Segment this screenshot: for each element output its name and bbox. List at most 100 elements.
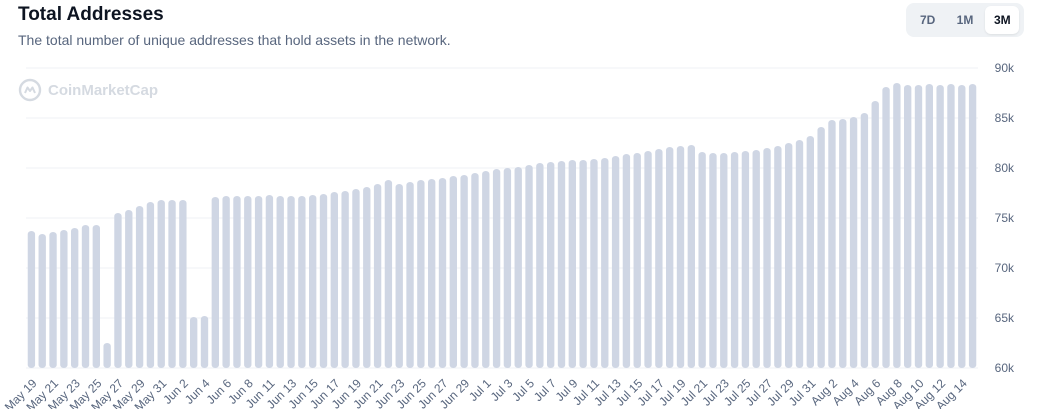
bar[interactable] bbox=[146, 202, 155, 368]
y-tick-label: 90k bbox=[995, 61, 1015, 75]
bar[interactable] bbox=[222, 196, 230, 368]
x-tick-label: Jul 3 bbox=[488, 376, 516, 404]
bar[interactable] bbox=[114, 213, 122, 368]
x-tick-label: Jul 1 bbox=[466, 376, 494, 404]
bar[interactable] bbox=[817, 127, 825, 368]
range-option-3m[interactable]: 3M bbox=[985, 6, 1020, 34]
bar[interactable] bbox=[373, 184, 382, 368]
bar[interactable] bbox=[968, 84, 977, 368]
bar[interactable] bbox=[298, 196, 306, 368]
y-tick-label: 85k bbox=[995, 111, 1015, 125]
time-range-selector: 7D 1M 3M bbox=[906, 3, 1024, 37]
bar[interactable] bbox=[871, 101, 879, 368]
bar[interactable] bbox=[904, 85, 912, 368]
bar[interactable] bbox=[828, 120, 836, 368]
range-option-7d[interactable]: 7D bbox=[919, 13, 936, 27]
bar[interactable] bbox=[633, 153, 641, 368]
bar[interactable] bbox=[254, 196, 263, 368]
bar[interactable] bbox=[914, 85, 923, 368]
bar[interactable] bbox=[525, 165, 533, 368]
bar[interactable] bbox=[590, 159, 598, 368]
bar[interactable] bbox=[190, 317, 198, 368]
bar[interactable] bbox=[666, 147, 674, 368]
bar[interactable] bbox=[547, 162, 555, 368]
bar[interactable] bbox=[958, 85, 966, 368]
bar[interactable] bbox=[503, 168, 512, 368]
bar[interactable] bbox=[319, 194, 328, 368]
bar[interactable] bbox=[395, 184, 403, 368]
y-tick-label: 80k bbox=[995, 161, 1015, 175]
bar[interactable] bbox=[200, 316, 209, 368]
bar[interactable] bbox=[125, 210, 133, 368]
bar[interactable] bbox=[330, 192, 338, 368]
bar[interactable] bbox=[568, 160, 576, 368]
bar[interactable] bbox=[622, 154, 631, 368]
bar[interactable] bbox=[103, 343, 111, 368]
bar[interactable] bbox=[168, 200, 176, 368]
bar[interactable] bbox=[676, 146, 685, 368]
bar[interactable] bbox=[644, 151, 652, 368]
bar[interactable] bbox=[428, 179, 436, 368]
bar[interactable] bbox=[341, 191, 349, 368]
bar[interactable] bbox=[27, 231, 36, 368]
bar[interactable] bbox=[471, 173, 479, 368]
bar[interactable] bbox=[720, 153, 728, 368]
bar[interactable] bbox=[492, 169, 501, 368]
bar[interactable] bbox=[860, 113, 869, 368]
bar[interactable] bbox=[438, 178, 447, 368]
bar[interactable] bbox=[482, 171, 490, 368]
bar[interactable] bbox=[384, 180, 393, 368]
y-tick-label: 70k bbox=[995, 261, 1015, 275]
bar[interactable] bbox=[849, 117, 858, 368]
bar[interactable] bbox=[71, 228, 79, 368]
bar[interactable] bbox=[947, 84, 955, 368]
bar[interactable] bbox=[687, 145, 695, 368]
bar[interactable] bbox=[460, 175, 468, 368]
bar[interactable] bbox=[211, 197, 219, 368]
bar[interactable] bbox=[287, 196, 295, 368]
bar[interactable] bbox=[601, 158, 609, 368]
bar[interactable] bbox=[925, 84, 933, 368]
bar[interactable] bbox=[611, 156, 620, 368]
bar[interactable] bbox=[276, 196, 284, 368]
bar[interactable] bbox=[936, 85, 944, 368]
bar[interactable] bbox=[752, 150, 760, 368]
bar[interactable] bbox=[92, 225, 100, 368]
range-option-1m[interactable]: 1M bbox=[956, 13, 974, 27]
bar[interactable] bbox=[741, 151, 750, 368]
bar[interactable] bbox=[774, 146, 782, 368]
bar[interactable] bbox=[882, 87, 890, 368]
bar[interactable] bbox=[363, 187, 371, 368]
bar[interactable] bbox=[763, 148, 771, 368]
bar[interactable] bbox=[449, 176, 457, 368]
bar[interactable] bbox=[893, 83, 901, 368]
bar[interactable] bbox=[579, 160, 587, 368]
bar[interactable] bbox=[157, 200, 165, 368]
bar[interactable] bbox=[38, 234, 46, 368]
bar[interactable] bbox=[309, 195, 317, 368]
bar[interactable] bbox=[49, 232, 57, 368]
bar[interactable] bbox=[785, 143, 793, 368]
bar[interactable] bbox=[60, 230, 68, 368]
bar[interactable] bbox=[233, 196, 241, 368]
bar[interactable] bbox=[839, 119, 847, 368]
bar[interactable] bbox=[417, 180, 425, 368]
bar[interactable] bbox=[730, 152, 739, 368]
bar[interactable] bbox=[81, 225, 90, 368]
bar[interactable] bbox=[795, 140, 804, 368]
bar[interactable] bbox=[265, 195, 274, 368]
bar[interactable] bbox=[698, 152, 706, 368]
bar[interactable] bbox=[806, 136, 814, 368]
bar[interactable] bbox=[179, 200, 187, 368]
chart-title: Total Addresses bbox=[18, 4, 164, 25]
bar[interactable] bbox=[244, 196, 252, 368]
bar[interactable] bbox=[536, 163, 544, 368]
bar[interactable] bbox=[406, 182, 414, 368]
bar[interactable] bbox=[709, 153, 717, 368]
bar[interactable] bbox=[352, 189, 360, 368]
bar[interactable] bbox=[514, 167, 522, 368]
bar[interactable] bbox=[135, 206, 144, 368]
bar[interactable] bbox=[557, 161, 566, 368]
bar[interactable] bbox=[655, 149, 663, 368]
